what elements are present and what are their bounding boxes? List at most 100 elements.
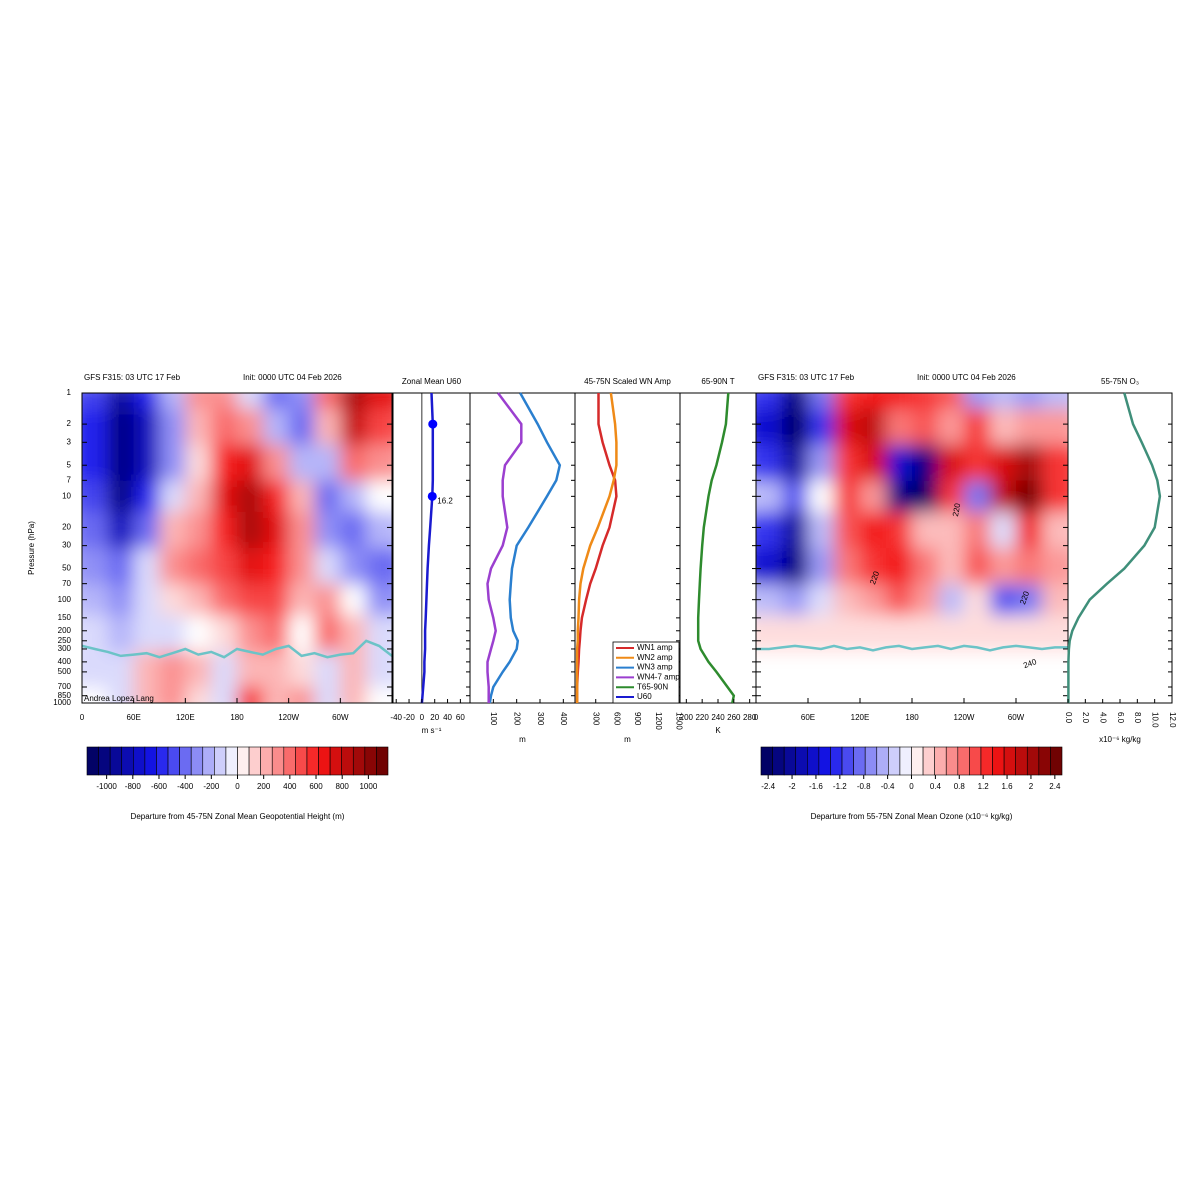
colorbar-swatch — [934, 746, 947, 776]
heatmap-cell — [808, 651, 835, 688]
colorbar-tick-label: -800 — [125, 782, 142, 791]
heatmap-cell — [912, 511, 939, 549]
heatmap-cell — [133, 651, 160, 688]
heatmap-cell — [834, 511, 861, 549]
chart-subtitle: Init: 0000 UTC 04 Feb 2026 — [917, 373, 1016, 382]
y-tick-label: 7 — [67, 475, 72, 484]
colorbar-swatch — [888, 746, 901, 776]
heatmap-cell — [1042, 393, 1068, 410]
colorbar-swatch — [121, 746, 134, 776]
heatmap-cell — [211, 687, 238, 703]
colorbar-swatch — [760, 746, 773, 776]
heatmap-cell — [211, 444, 238, 482]
colorbar-swatch — [969, 746, 982, 776]
heatmap-cell — [185, 408, 212, 446]
heatmap-cell — [1016, 480, 1043, 513]
x-tick-label: 40 — [443, 713, 452, 722]
heatmap-cell — [185, 393, 212, 410]
colorbar-swatch — [899, 746, 912, 776]
chart-title: GFS F315: 03 UTC 17 Feb — [758, 373, 855, 382]
heatmap-cell — [314, 480, 341, 513]
colorbar-swatch — [922, 746, 935, 776]
heatmap-cell — [964, 687, 991, 703]
heatmap-cell — [133, 687, 160, 703]
heatmap-cell — [133, 615, 160, 652]
colorbar-tick-label: -2 — [788, 782, 796, 791]
heatmap-cell — [340, 687, 367, 703]
heatmap-cell — [82, 548, 109, 585]
x-axis-label: x10⁻⁶ kg/kg — [1099, 735, 1141, 744]
x-tick-label: 60W — [1008, 713, 1025, 722]
heatmap-cell — [314, 548, 341, 585]
heatmap-cell — [366, 548, 392, 585]
heatmap-cell — [886, 393, 913, 410]
heatmap-cell — [834, 687, 861, 703]
heatmap-cell — [107, 687, 135, 703]
x-tick-label: 200 — [680, 713, 694, 722]
legend-box — [612, 641, 680, 704]
x-tick-label: 2.0 — [1081, 712, 1090, 724]
heatmap-cell — [262, 408, 290, 446]
heatmap-cell — [262, 444, 290, 482]
colorbar-swatch — [818, 746, 831, 776]
colorbar-swatch — [864, 746, 878, 776]
heatmap-cell — [756, 651, 783, 688]
heatmap-cell — [211, 548, 238, 585]
heatmap-cell — [237, 687, 264, 703]
heatmap-cell — [159, 687, 186, 703]
heatmap-cell — [912, 444, 939, 482]
panel-title: Zonal Mean U60 — [402, 377, 462, 386]
heatmap-cell — [82, 687, 109, 703]
colorbar-swatch — [830, 746, 843, 776]
heatmap-cell — [288, 511, 315, 549]
heatmap-cell — [860, 584, 887, 616]
heatmap-cell — [82, 651, 109, 688]
heatmap-cell — [834, 444, 861, 482]
x-tick-label: 20 — [430, 713, 439, 722]
heatmap-cell — [133, 511, 160, 549]
heatmap-cell — [366, 408, 392, 446]
x-tick-label: 300 — [536, 712, 545, 726]
heatmap-cell — [159, 511, 186, 549]
heatmap-cell — [834, 393, 861, 410]
colorbar-swatch — [352, 746, 366, 776]
heatmap-field — [756, 393, 1068, 703]
contour-label: 220 — [868, 570, 881, 586]
heatmap-cell — [808, 393, 835, 410]
heatmap-cell — [107, 444, 135, 482]
colorbar-tick-label: 1.6 — [1001, 782, 1013, 791]
heatmap-cell — [860, 615, 887, 652]
colorbar-swatch — [1050, 746, 1063, 776]
heatmap-cell — [808, 548, 835, 585]
y-tick-label: 2 — [67, 419, 72, 428]
y-tick-label: 250 — [58, 636, 72, 645]
heatmap-cell — [288, 480, 315, 513]
heatmap-cell — [133, 584, 160, 616]
colorbar-tick-label: 0.4 — [930, 782, 942, 791]
heatmap-cell — [237, 444, 264, 482]
colorbar-tick-label: 1.2 — [978, 782, 990, 791]
heatmap-cell — [237, 548, 264, 585]
heatmap-cell — [159, 548, 186, 585]
heatmap-cell — [262, 393, 290, 410]
heatmap-cell — [886, 408, 913, 446]
heatmap-cell — [964, 584, 991, 616]
heatmap-cell — [107, 548, 135, 585]
colorbar-tick-label: 2.4 — [1049, 782, 1061, 791]
heatmap-cell — [262, 651, 290, 688]
panel-title: 65-90N T — [701, 377, 734, 386]
x-tick-label: 280 — [743, 713, 757, 722]
heatmap-cell — [237, 480, 264, 513]
profile-line — [488, 392, 562, 704]
heatmap-cell — [1042, 511, 1068, 549]
x-tick-label: 240 — [711, 713, 725, 722]
heatmap-cell — [288, 687, 315, 703]
heatmap-cell — [185, 511, 212, 549]
x-tick-label: 120W — [954, 713, 975, 722]
x-tick-label: 8.0 — [1133, 712, 1142, 724]
panel-title: 55-75N O₃ — [1101, 377, 1139, 386]
colorbar-swatch — [318, 746, 331, 776]
heatmap-cell — [185, 651, 212, 688]
heatmap-cell — [964, 480, 991, 513]
colorbar-swatch — [283, 746, 296, 776]
